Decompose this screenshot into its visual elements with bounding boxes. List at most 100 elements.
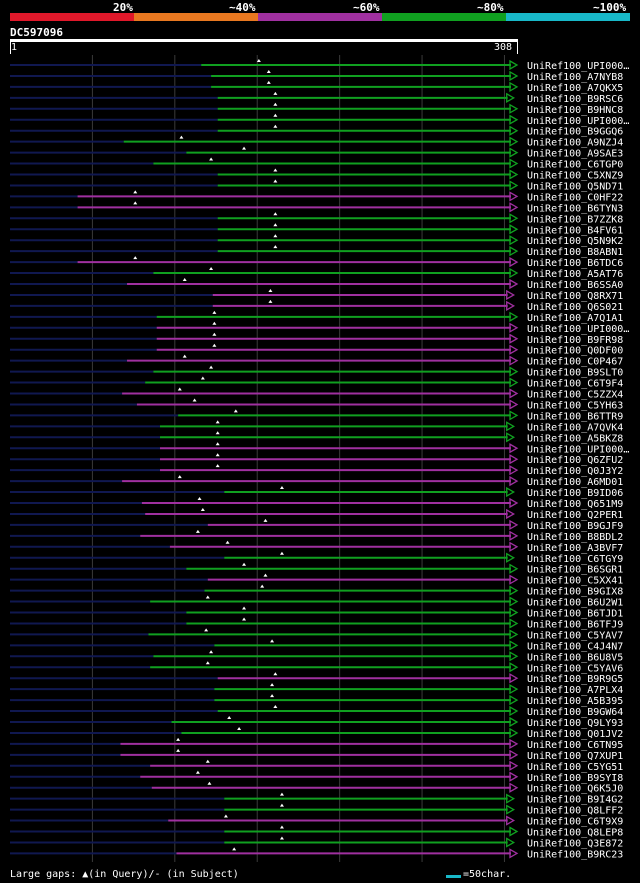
hit-label[interactable]: UniRef100_C5YG51	[527, 762, 623, 773]
hit-label[interactable]: UniRef100_C6T9X9	[527, 817, 623, 828]
hit-row: UniRef100_Q8LFF2	[10, 803, 623, 817]
hit-label[interactable]: UniRef100_A7NYB8	[527, 72, 623, 83]
hit-label[interactable]: UniRef100_Q651M9	[527, 499, 623, 510]
hit-label[interactable]: UniRef100_C5YH63	[527, 400, 623, 411]
hit-label[interactable]: UniRef100_B6SGR1	[527, 565, 623, 576]
hit-label[interactable]: UniRef100_B6U2W1	[527, 598, 623, 609]
hit-label[interactable]: UniRef100_A5BKZ8	[527, 433, 623, 444]
hit-label[interactable]: UniRef100_C0HF22	[527, 192, 623, 203]
hit-label[interactable]: UniRef100_Q7XUP1	[527, 751, 623, 762]
alignment-arrow	[509, 716, 519, 728]
hit-label[interactable]: UniRef100_A7QKX5	[527, 83, 623, 94]
hit-label[interactable]: UniRef100_Q5ND71	[527, 181, 623, 192]
query-gap-marker	[223, 814, 228, 818]
hit-label[interactable]: UniRef100_C5YAV6	[527, 663, 623, 674]
hit-label[interactable]: UniRef100_A7Q1A1	[527, 313, 623, 324]
hit-label[interactable]: UniRef100_B9ID06	[527, 488, 623, 499]
hit-label[interactable]: UniRef100_Q6S021	[527, 302, 623, 313]
hit-label[interactable]: UniRef100_B9GW64	[527, 707, 623, 718]
hit-label[interactable]: UniRef100_A7PLX4	[527, 685, 623, 696]
hit-label[interactable]: UniRef100_B9I4G2	[527, 795, 623, 806]
hit-label[interactable]: UniRef100_B9SLT0	[527, 368, 623, 379]
hit-label[interactable]: UniRef100_B6TTR9	[527, 411, 623, 422]
hit-label[interactable]: UniRef100_B9RSC6	[527, 94, 623, 105]
hit-label[interactable]: UniRef100_B9SYI8	[527, 773, 623, 784]
alignment-arrow	[509, 103, 519, 114]
identity-color-legend	[10, 13, 630, 21]
hit-label[interactable]: UniRef100_B9GGQ6	[527, 127, 623, 138]
query-gap-marker	[237, 726, 242, 730]
hit-label[interactable]: UniRef100_Q01JV2	[527, 729, 623, 740]
hit-label[interactable]: UniRef100_B9R9G5	[527, 674, 623, 685]
hit-label[interactable]: UniRef100_C6TGP0	[527, 160, 623, 171]
hit-label[interactable]: UniRef100_C6T9F4	[527, 379, 623, 390]
hit-label[interactable]: UniRef100_B6SSA0	[527, 280, 623, 291]
legend-label-80: ~80%	[477, 1, 504, 14]
query-gap-marker	[212, 310, 217, 314]
query-gap-marker	[273, 672, 278, 676]
hit-label[interactable]: UniRef100_B6U8V5	[527, 652, 623, 663]
hit-label[interactable]: UniRef100_C0P467	[527, 357, 623, 368]
hit-label[interactable]: UniRef100_Q9LY93	[527, 718, 623, 729]
hit-label[interactable]: UniRef100_A9SAE3	[527, 149, 623, 160]
legend-label-40: ~40%	[229, 1, 256, 14]
hit-label[interactable]: UniRef100_Q0J3Y2	[527, 466, 623, 477]
hit-label[interactable]: UniRef100_A5AT76	[527, 269, 623, 280]
hit-label[interactable]: UniRef100_B9GJF9	[527, 521, 623, 532]
query-gap-marker	[176, 748, 181, 752]
hit-label[interactable]: UniRef100_C4J4N7	[527, 641, 623, 652]
hit-label[interactable]: UniRef100_B6TDC6	[527, 258, 623, 269]
hit-label[interactable]: UniRef100_C5ZZX4	[527, 390, 623, 401]
hit-label[interactable]: UniRef100_UPI000…	[527, 444, 629, 455]
hit-label[interactable]: UniRef100_B8BDL2	[527, 532, 623, 543]
hit-label[interactable]: UniRef100_Q8LFF2	[527, 806, 623, 817]
hit-label[interactable]: UniRef100_Q5N9K2	[527, 236, 623, 247]
hit-label[interactable]: UniRef100_C6TN95	[527, 740, 623, 751]
hit-label[interactable]: UniRef100_UPI000…	[527, 324, 629, 335]
alignment-arrow	[509, 158, 519, 169]
hit-label[interactable]: UniRef100_B4FV61	[527, 225, 623, 236]
alignment-arrow	[509, 70, 519, 82]
query-gap-marker	[273, 124, 278, 128]
query-gap-marker	[195, 529, 200, 533]
hit-label[interactable]: UniRef100_B6TYN3	[527, 203, 623, 214]
hit-label[interactable]: UniRef100_Q0DF00	[527, 346, 623, 357]
hit-label[interactable]: UniRef100_Q8LEP8	[527, 828, 623, 839]
hit-label[interactable]: UniRef100_B7ZZK8	[527, 214, 623, 225]
hit-row: UniRef100_A5BKZ8	[10, 431, 623, 444]
query-gap-marker	[209, 157, 214, 161]
alignment-arrow	[509, 519, 519, 531]
query-gap-marker	[279, 803, 284, 807]
hit-label[interactable]: UniRef100_B6TJD1	[527, 609, 623, 620]
hit-label[interactable]: UniRef100_C6TGY9	[527, 554, 623, 565]
alignment-arrow	[509, 256, 519, 268]
hit-label[interactable]: UniRef100_UPI000…	[527, 61, 629, 72]
hit-label[interactable]: UniRef100_C5YAV7	[527, 630, 623, 641]
hit-label[interactable]: UniRef100_Q8RX71	[527, 291, 623, 302]
hit-label[interactable]: UniRef100_A3BVF7	[527, 543, 623, 554]
hit-label[interactable]: UniRef100_B9GIX8	[527, 587, 623, 598]
hit-label[interactable]: UniRef100_B9FR98	[527, 335, 623, 346]
query-gap-marker	[233, 409, 238, 413]
hit-label[interactable]: UniRef100_C5XNZ9	[527, 171, 623, 182]
hit-label[interactable]: UniRef100_B9RC23	[527, 849, 623, 860]
hit-label[interactable]: UniRef100_Q6ZFU2	[527, 455, 623, 466]
hit-row: UniRef100_C5XNZ9	[10, 168, 623, 182]
hit-label[interactable]: UniRef100_B8ABN1	[527, 247, 623, 258]
hit-label[interactable]: UniRef100_Q2PER1	[527, 510, 623, 521]
hit-label[interactable]: UniRef100_A9NZJ4	[527, 138, 623, 149]
hit-label[interactable]: UniRef100_B9HNC8	[527, 105, 623, 116]
query-start-tick	[10, 42, 11, 54]
hit-label[interactable]: UniRef100_A6MD01	[527, 477, 623, 488]
hit-label[interactable]: UniRef100_A7QVK4	[527, 422, 623, 433]
hit-label[interactable]: UniRef100_Q3E872	[527, 838, 623, 849]
alignment-arrow	[509, 749, 519, 760]
alignment-arrow	[509, 465, 519, 476]
hit-label[interactable]: UniRef100_C5XX41	[527, 576, 623, 587]
legend-label-100: ~100%	[593, 1, 627, 14]
hit-label[interactable]: UniRef100_A5B395	[527, 696, 623, 707]
hit-label[interactable]: UniRef100_B6TFJ9	[527, 619, 623, 630]
hit-row: UniRef100_B9RC23	[10, 847, 623, 860]
hit-label[interactable]: UniRef100_UPI000…	[527, 116, 629, 127]
hit-label[interactable]: UniRef100_Q6K5J0	[527, 784, 623, 795]
